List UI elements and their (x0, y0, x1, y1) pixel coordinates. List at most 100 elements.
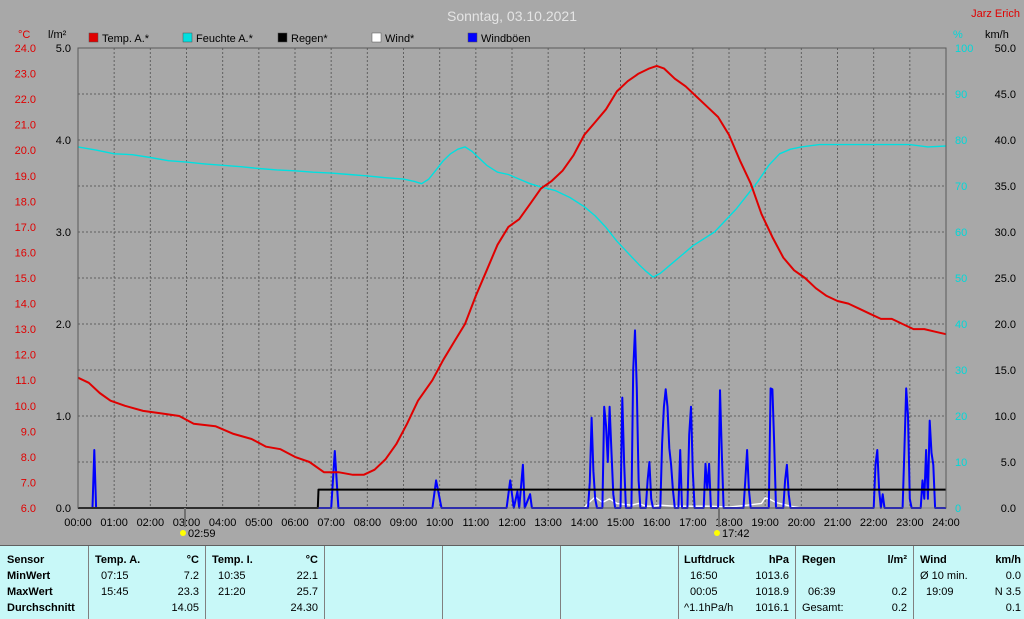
temp-axis-tick: 17.0 (15, 222, 36, 234)
temp-a-max-time: 15:45 (101, 586, 129, 598)
pressure-avg-value: 1016.1 (755, 602, 789, 614)
legend-label: Wind* (385, 33, 415, 45)
temp-i-min-time: 10:35 (218, 570, 246, 582)
time-axis-tick: 05:00 (245, 517, 273, 529)
humidity-axis-tick: 80 (955, 135, 967, 147)
rain-header: Regen (802, 554, 836, 566)
time-axis-tick: 23:00 (896, 517, 924, 529)
temp-i-header: Temp. I. (212, 554, 253, 566)
unit-temp-label: °C (18, 29, 30, 41)
unit-wind-label: km/h (985, 29, 1009, 41)
temp-axis-tick: 13.0 (15, 324, 36, 336)
pressure-min-time: 16:50 (690, 570, 718, 582)
humidity-axis-tick: 70 (955, 181, 967, 193)
rain-axis-tick: 0.0 (56, 503, 71, 515)
chart-title: Sonntag, 03.10.2021 (447, 8, 577, 24)
sun-icon (714, 530, 720, 536)
rain-axis-tick: 1.0 (56, 411, 71, 423)
time-axis-tick: 10:00 (426, 517, 454, 529)
pressure-unit: hPa (768, 554, 789, 566)
time-axis-tick: 04:00 (209, 517, 237, 529)
time-axis-tick: 16:00 (643, 517, 671, 529)
humidity-axis-tick: 90 (955, 89, 967, 101)
rain-axis-tick: 3.0 (56, 227, 71, 239)
sunrise-label: 02:59 (188, 528, 216, 540)
pressure-trend: ^1.1hPa/h (684, 602, 734, 614)
time-axis-tick: 19:00 (751, 517, 779, 529)
temp-axis-tick: 12.0 (15, 350, 36, 362)
wind-axis-tick: 25.0 (995, 273, 1016, 285)
wind-column: Wind km/h Ø 10 min. 0.0 19:09 N 3.5 0.1 (913, 546, 1024, 619)
humidity-axis-tick: 100 (955, 43, 973, 55)
wind-axis-tick: 30.0 (995, 227, 1016, 239)
series-feuchte-a-line (77, 143, 947, 278)
grid (78, 48, 946, 508)
wind-unit: km/h (995, 554, 1021, 566)
time-axis-tick: 06:00 (281, 517, 309, 529)
sunrise-marker: 02:59 (180, 508, 216, 540)
wind-axis-tick: 20.0 (995, 319, 1016, 331)
temp-axis-tick: 23.0 (15, 69, 36, 81)
wind-axis-tick: 5.0 (1001, 457, 1016, 469)
time-axis-tick: 13:00 (534, 517, 562, 529)
empty-column (560, 546, 679, 619)
humidity-axis-tick: 30 (955, 365, 967, 377)
rain-total-label: Gesamt: (802, 602, 844, 614)
temp-a-min-value: 7.2 (183, 570, 199, 582)
wind-axis-tick: 45.0 (995, 89, 1016, 101)
humidity-axis-tick: 10 (955, 457, 967, 469)
legend-swatch (371, 32, 382, 43)
sun-icon (180, 530, 186, 536)
time-axis-tick: 07:00 (317, 517, 345, 529)
rain-axis-tick: 4.0 (56, 135, 71, 147)
time-axis-tick: 17:00 (679, 517, 707, 529)
temp-axis-tick: 22.0 (15, 94, 36, 106)
sensor-header: Sensor (7, 554, 45, 566)
legend-swatch (182, 32, 193, 43)
time-axis-tick: 18:00 (715, 517, 743, 529)
legend-swatch (88, 32, 99, 43)
humidity-axis-tick: 40 (955, 319, 967, 331)
temp-axis-tick: 16.0 (15, 247, 36, 259)
wind-avg10-label: Ø 10 min. (920, 570, 968, 582)
wind-max-value: N 3.5 (994, 586, 1021, 598)
temp-axis-tick: 21.0 (15, 120, 36, 132)
temp-axis-tick: 10.0 (15, 401, 36, 413)
legend-swatch (467, 32, 478, 43)
temp-i-min-value: 22.1 (296, 570, 318, 582)
time-axis-tick: 14:00 (571, 517, 599, 529)
wind-axis-tick: 40.0 (995, 135, 1016, 147)
time-axis-tick: 21:00 (824, 517, 852, 529)
temp-axis-tick: 18.0 (15, 196, 36, 208)
legend-label: Windböen (481, 33, 531, 45)
series-temp-a-line (77, 64, 947, 476)
time-axis-tick: 03:00 (173, 517, 201, 529)
legend: Temp. A.* Feuchte A.* Regen* Wind* Windböen (88, 32, 531, 45)
time-axis-tick: 15:00 (607, 517, 635, 529)
humidity-axis-tick: 50 (955, 273, 967, 285)
temp-a-min-time: 07:15 (101, 570, 129, 582)
stats-table: Sensor MinWert MaxWert Durchschnitt Temp… (0, 545, 1024, 619)
wind-axis-tick: 15.0 (995, 365, 1016, 377)
pressure-max-value: 1018.9 (755, 586, 789, 598)
temp-axis-tick: 20.0 (15, 145, 36, 157)
wind-axis-tick: 10.0 (995, 411, 1016, 423)
temp-axis-tick: 19.0 (15, 171, 36, 183)
temp-axis-tick: 8.0 (21, 452, 36, 464)
temp-a-header: Temp. A. (95, 554, 141, 566)
legend-label: Temp. A.* (102, 33, 150, 45)
humidity-axis-tick: 0 (955, 503, 961, 515)
tick-labels: 6.0 7.0 8.0 9.0 10.0 11.0 12.0 13.0 14.0 15.0 16.0… (15, 43, 1016, 529)
rain-unit: l/m² (887, 554, 907, 566)
legend-label: Regen* (291, 33, 328, 45)
wind-avg10-value: 0.0 (1005, 570, 1021, 582)
humidity-axis-tick: 60 (955, 227, 967, 239)
temp-i-avg-value: 24.30 (290, 602, 318, 614)
pressure-max-time: 00:05 (690, 586, 718, 598)
legend-label: Feuchte A.* (196, 33, 254, 45)
unit-humidity-label: % (953, 29, 963, 41)
time-axis-tick: 12:00 (498, 517, 526, 529)
empty-column (324, 546, 443, 619)
temp-axis-tick: 7.0 (21, 477, 36, 489)
pressure-column: Luftdruck hPa 16:50 1013.6 00:05 1018.9 … (678, 546, 796, 619)
